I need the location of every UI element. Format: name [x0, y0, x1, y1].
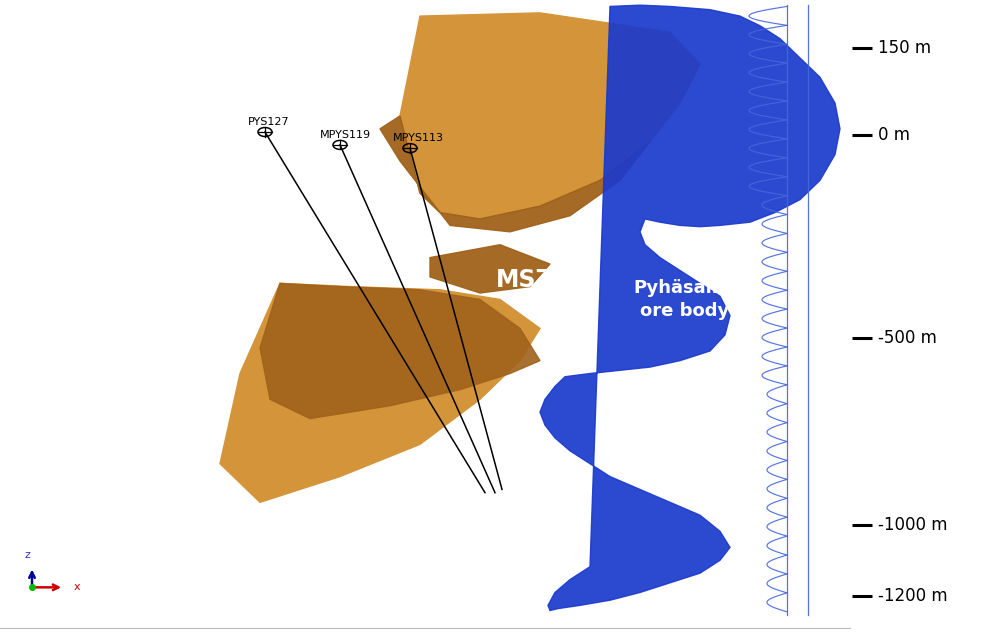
Polygon shape [220, 283, 540, 502]
Text: 0 m: 0 m [878, 126, 910, 144]
Text: MPYS119: MPYS119 [320, 129, 371, 140]
Text: -1200 m: -1200 m [878, 587, 948, 605]
Text: z: z [24, 550, 30, 560]
Text: Pyhäsalmi
ore body: Pyhäsalmi ore body [633, 279, 737, 320]
Polygon shape [400, 13, 700, 219]
Text: -500 m: -500 m [878, 329, 937, 347]
Text: x: x [74, 582, 81, 592]
Polygon shape [380, 116, 650, 232]
Polygon shape [260, 283, 540, 419]
Text: 150 m: 150 m [878, 39, 931, 57]
Polygon shape [540, 5, 840, 611]
Text: -1000 m: -1000 m [878, 516, 948, 534]
Text: PYS127: PYS127 [248, 117, 290, 127]
Text: MSZ: MSZ [496, 268, 554, 292]
Polygon shape [430, 245, 550, 293]
Text: MPYS113: MPYS113 [393, 133, 444, 143]
